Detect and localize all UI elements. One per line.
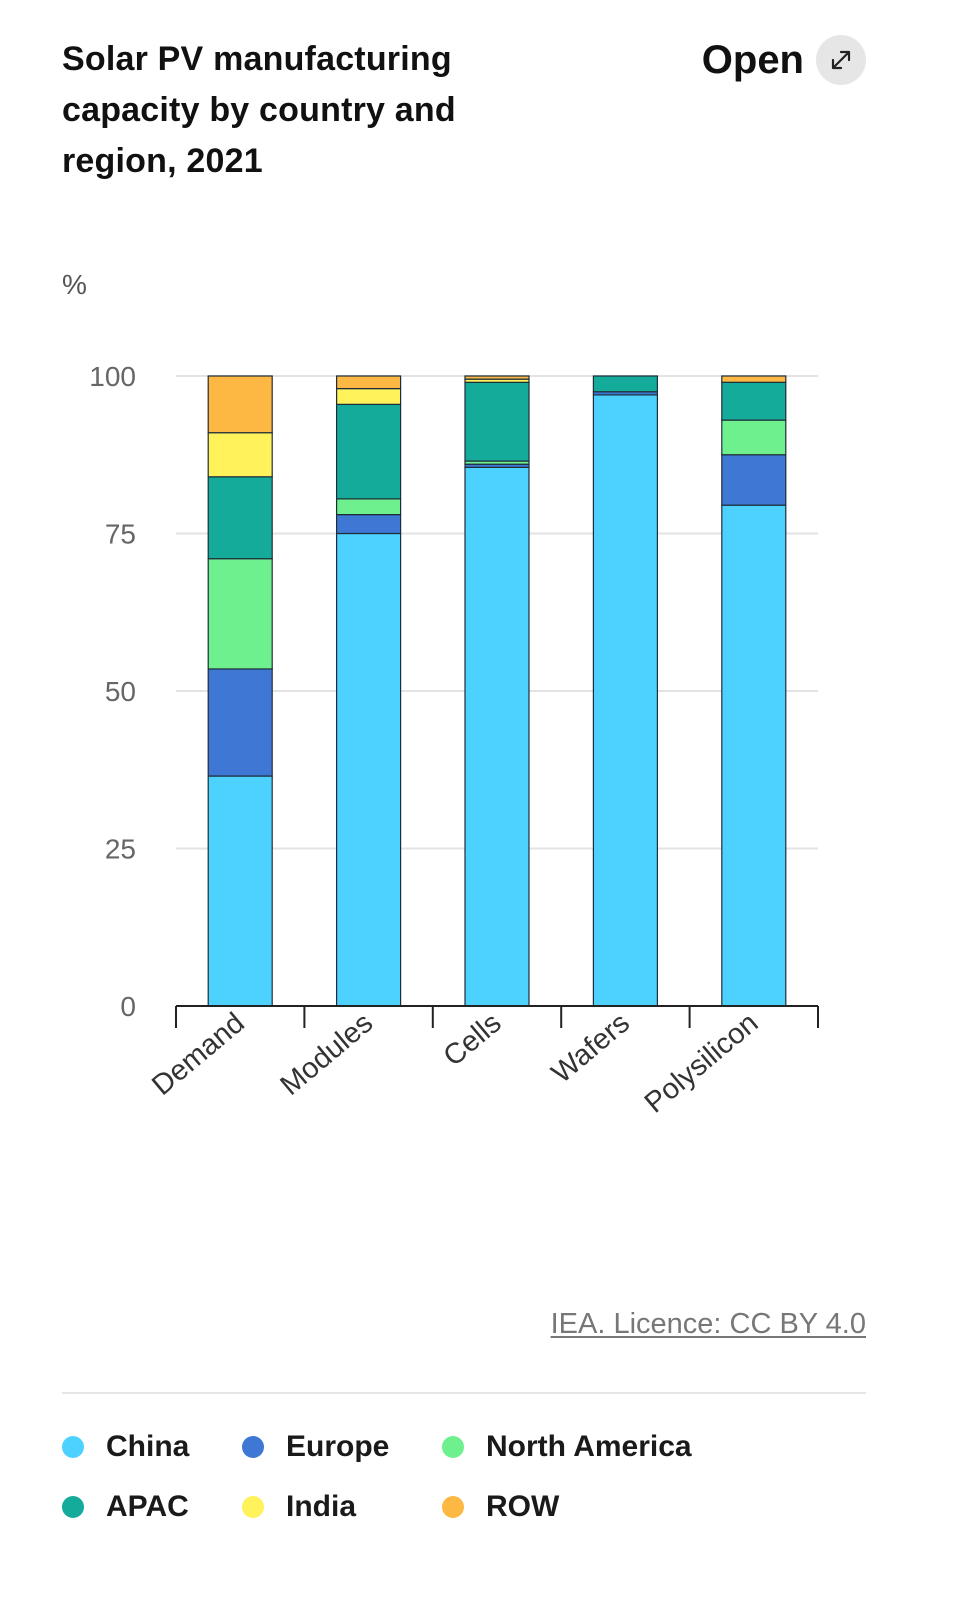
- x-tick-label: Modules: [275, 1007, 380, 1102]
- stacked-bar-chart: % 0 25 50 75 100 Demand Modules Cells Wafers Polys…: [62, 269, 819, 1120]
- bar-segment-china[interactable]: [464, 466, 530, 1007]
- chart-title: Solar PV manufacturing capacity by count…: [62, 40, 456, 180]
- legend-item-apac[interactable]: APAC: [62, 1488, 242, 1526]
- y-tick-label: 50: [105, 676, 136, 707]
- bar-segment-north-america[interactable]: [721, 419, 787, 456]
- legend-item-india[interactable]: India: [242, 1488, 442, 1526]
- expand-arrows-icon: [816, 35, 866, 85]
- legend: China Europe North America APAC India RO…: [62, 1428, 882, 1526]
- bar-segment-china[interactable]: [721, 504, 787, 1007]
- legend-label: China: [106, 1430, 190, 1463]
- bar-segment-row[interactable]: [207, 375, 273, 434]
- bar-segment-row[interactable]: [464, 375, 530, 380]
- y-tick-label: 0: [120, 991, 136, 1022]
- legend-dot: [62, 1496, 84, 1518]
- y-tick-label: 100: [89, 361, 136, 392]
- bar-segment-north-america[interactable]: [336, 498, 402, 516]
- legend-label: North America: [486, 1430, 692, 1463]
- legend-label: India: [286, 1490, 357, 1523]
- bar-segment-europe[interactable]: [721, 454, 787, 506]
- x-tick-label: Demand: [146, 1007, 251, 1102]
- bar-segment-north-america[interactable]: [207, 558, 273, 670]
- bar-segment-apac[interactable]: [207, 476, 273, 560]
- legend-dot: [242, 1436, 264, 1458]
- legend-item-europe[interactable]: Europe: [242, 1428, 442, 1466]
- legend-label: ROW: [486, 1490, 560, 1523]
- legend-label: APAC: [106, 1490, 189, 1523]
- licence-link[interactable]: IEA. Licence: CC BY 4.0: [550, 1308, 866, 1340]
- legend-dot: [62, 1436, 84, 1458]
- bar-segment-apac[interactable]: [464, 381, 530, 462]
- legend-dot: [242, 1496, 264, 1518]
- bar-segment-india[interactable]: [207, 432, 273, 478]
- x-tick-label: Wafers: [546, 1007, 636, 1090]
- y-tick-label: 75: [105, 519, 136, 550]
- open-label: Open: [701, 37, 804, 82]
- bar-segment-china[interactable]: [336, 532, 402, 1007]
- bar-segment-china[interactable]: [207, 775, 273, 1007]
- bar-segment-row[interactable]: [721, 375, 787, 383]
- legend-dot: [442, 1496, 464, 1518]
- legend-item-china[interactable]: China: [62, 1428, 242, 1466]
- bar-segment-europe[interactable]: [336, 514, 402, 535]
- y-axis-label: %: [62, 269, 87, 300]
- legend-dot: [442, 1436, 464, 1458]
- bar-segment-india[interactable]: [336, 388, 402, 405]
- legend-label: Europe: [286, 1430, 390, 1463]
- divider: [62, 1392, 866, 1394]
- bar-segment-apac[interactable]: [721, 381, 787, 421]
- x-tick-label: Polysilicon: [639, 1007, 765, 1120]
- y-tick-label: 25: [105, 834, 136, 865]
- bar-segment-row[interactable]: [336, 375, 402, 390]
- open-button[interactable]: Open: [702, 32, 866, 88]
- bar-segment-europe[interactable]: [207, 668, 273, 777]
- x-tick-label: Cells: [438, 1007, 508, 1073]
- bar-segment-apac[interactable]: [336, 403, 402, 500]
- bar-segment-apac[interactable]: [592, 375, 659, 393]
- legend-item-north-america[interactable]: North America: [442, 1428, 742, 1466]
- bar-segment-china[interactable]: [592, 394, 659, 1007]
- legend-item-row[interactable]: ROW: [442, 1488, 742, 1526]
